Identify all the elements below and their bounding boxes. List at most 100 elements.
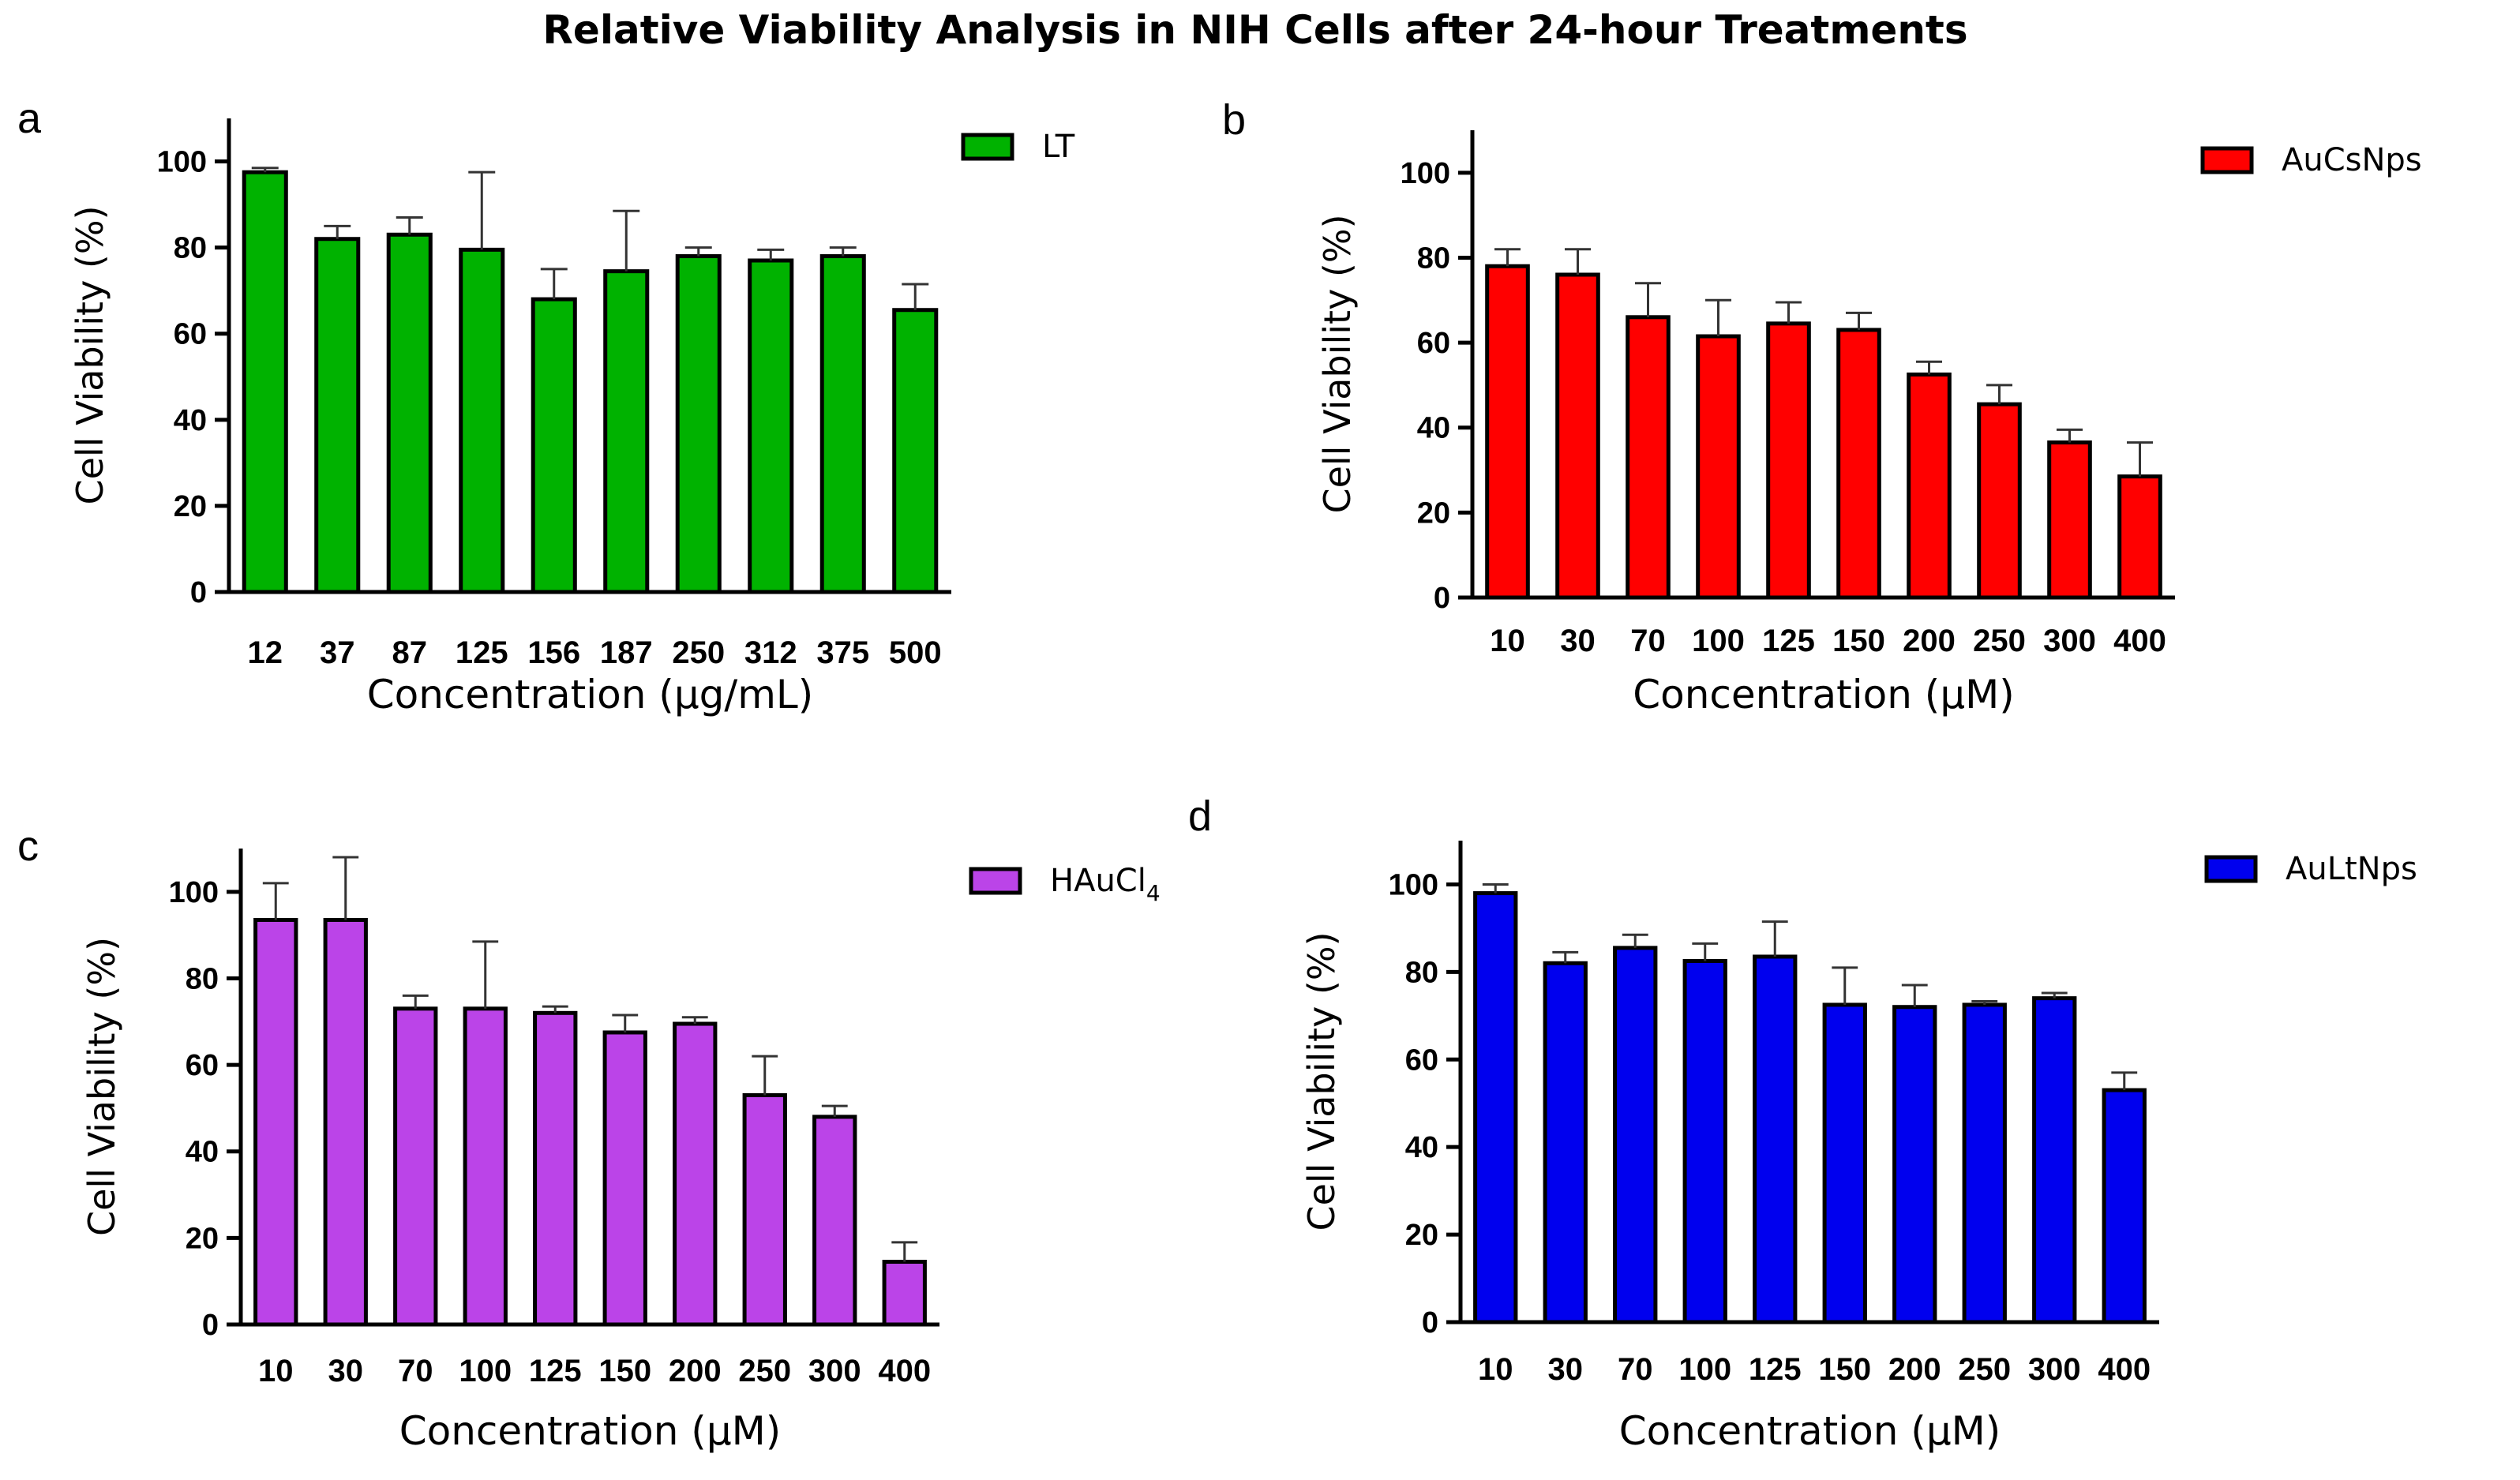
x-axis-label: Concentration (µM) [399, 1408, 782, 1454]
error-bar-400 [2126, 441, 2154, 477]
x-tick-label: 125 [1762, 624, 1815, 658]
x-tick-label: 12 [248, 635, 283, 670]
y-tick-label: 40 [174, 404, 207, 437]
bar-400 [2117, 474, 2162, 600]
y-axis-label: Cell Viability (%) [69, 205, 111, 504]
x-tick-label: 156 [527, 635, 580, 670]
error-bar-187 [613, 209, 640, 272]
x-tick-label: 400 [878, 1354, 931, 1388]
x-tick-label: 187 [600, 635, 653, 670]
error-bar-300 [821, 1104, 848, 1117]
x-axis-label: Concentration (µM) [1633, 672, 2015, 718]
error-bar-30 [1564, 248, 1592, 275]
bar-250 [1977, 402, 2022, 600]
error-bar-200 [1915, 360, 1943, 375]
error-bar-30 [1552, 950, 1579, 964]
x-axis-label: Concentration (µg/mL) [367, 672, 814, 718]
bar-200 [1892, 1005, 1937, 1325]
x-tick-label: 10 [1490, 624, 1525, 658]
bar-150 [1836, 328, 1881, 600]
bar-200 [1907, 372, 1952, 600]
legend: AuLtNps [2204, 851, 2417, 887]
y-tick-label: 0 [1434, 582, 1450, 615]
error-bar-10 [262, 882, 289, 920]
bar-150 [1822, 1002, 1867, 1325]
error-bar-400 [891, 1241, 918, 1262]
x-tick-label: 250 [672, 635, 725, 670]
bar-300 [2032, 996, 2077, 1325]
x-tick-label: 125 [456, 635, 508, 670]
bar-187 [603, 269, 650, 594]
x-tick-label: 10 [1478, 1352, 1513, 1387]
x-tick-label: 300 [2043, 624, 2096, 658]
y-tick-label: 20 [174, 490, 207, 523]
x-tick-label: 200 [1903, 624, 1956, 658]
error-bar-125 [468, 170, 496, 250]
bar-250 [742, 1092, 787, 1327]
figure-title: Relative Viability Analysis in NIH Cells… [542, 7, 1967, 53]
y-tick-label: 60 [174, 318, 207, 351]
panel-b: b 10 30 70 100 125 150 200 250 300 400 0 20 40 60 80 100… [1222, 96, 2422, 718]
x-tick-label: 312 [744, 635, 797, 670]
panel-label: a [17, 95, 42, 142]
legend-swatch [961, 133, 1014, 161]
error-bar-125 [1761, 920, 1788, 957]
error-bar-100 [1704, 298, 1732, 337]
error-bar-375 [829, 246, 857, 257]
x-tick-label: 125 [1749, 1352, 1802, 1387]
y-tick-label: 0 [1422, 1306, 1438, 1339]
bar-37 [314, 237, 361, 594]
x-tick-label: 30 [1560, 624, 1596, 658]
x-tick-label: 30 [1548, 1352, 1584, 1387]
x-tick-label: 400 [2113, 624, 2166, 658]
error-bar-30 [332, 856, 359, 920]
bar-150 [602, 1030, 647, 1327]
x-tick-label: 100 [459, 1354, 512, 1388]
y-tick-label: 40 [1417, 412, 1450, 445]
bar-70 [1613, 946, 1658, 1325]
panel-a: a 12 37 87 125 156 187 250 312 375 500 0 20 40 60 80 100… [17, 95, 1075, 718]
y-tick-label: 20 [1417, 496, 1450, 530]
x-tick-label: 250 [1973, 624, 2026, 658]
x-tick-label: 70 [398, 1354, 433, 1388]
legend-label: LT [1042, 129, 1075, 165]
y-tick-label: 80 [186, 962, 219, 995]
error-bar-500 [902, 283, 929, 310]
y-tick-label: 100 [1389, 868, 1438, 901]
y-tick-label: 100 [169, 876, 219, 909]
bar-10 [1473, 891, 1518, 1325]
panel-c: c 10 30 70 100 125 150 200 250 300 400 0 20 40 60 80 100… [17, 822, 1161, 1454]
legend: AuCsNps [2200, 142, 2422, 178]
bar-125 [1766, 321, 1811, 600]
bar-125 [1753, 954, 1798, 1325]
bar-375 [819, 254, 866, 594]
x-tick-label: 300 [808, 1354, 861, 1388]
legend-swatch [2200, 146, 2254, 174]
x-tick-label: 37 [320, 635, 355, 670]
y-axis-label: Cell Viability (%) [1316, 214, 1359, 513]
y-axis-label: Cell Viability (%) [1300, 931, 1343, 1231]
panel-label: c [17, 822, 39, 870]
error-bar-100 [1692, 942, 1719, 961]
bar-87 [386, 232, 433, 594]
error-bar-150 [1832, 966, 1858, 1005]
x-tick-label: 70 [1618, 1352, 1653, 1387]
legend-swatch [2204, 855, 2258, 883]
y-tick-label: 100 [1401, 157, 1450, 190]
x-tick-label: 200 [1888, 1352, 1941, 1387]
bar-300 [812, 1115, 857, 1327]
x-tick-label: 250 [1958, 1352, 2011, 1387]
y-tick-label: 40 [1405, 1131, 1438, 1164]
y-tick-label: 0 [190, 576, 207, 609]
error-bar-12 [251, 167, 279, 173]
bar-156 [531, 297, 577, 594]
legend-label: HAuCl4 [1050, 863, 1161, 906]
bar-500 [892, 308, 939, 594]
bar-300 [2047, 440, 2092, 600]
bar-70 [1626, 315, 1671, 600]
bar-250 [1962, 1002, 2007, 1325]
y-tick-label: 60 [1405, 1043, 1438, 1077]
x-tick-label: 150 [1818, 1352, 1871, 1387]
x-tick-label: 125 [529, 1354, 582, 1388]
